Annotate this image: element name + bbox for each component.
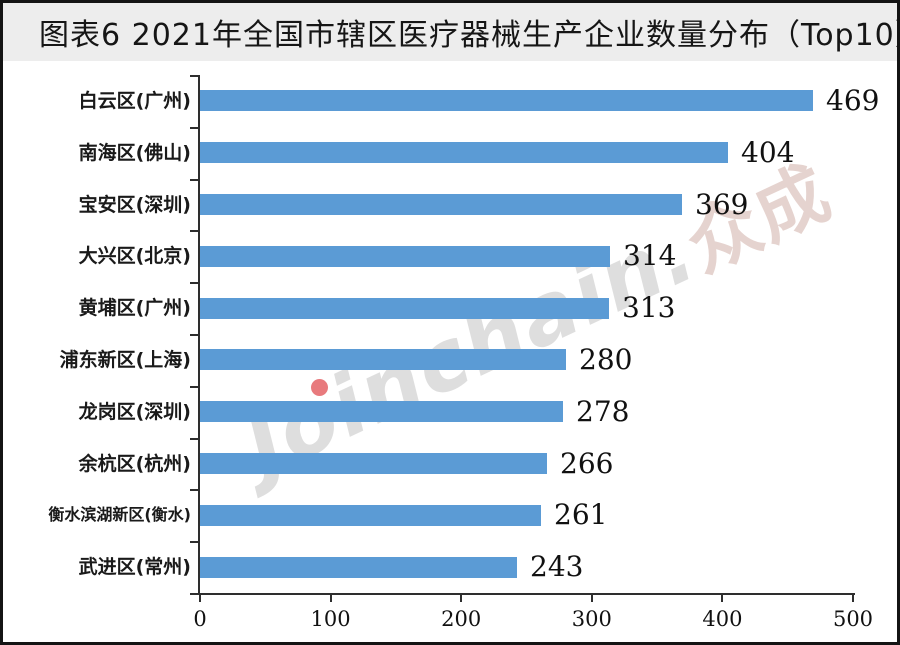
bar xyxy=(200,194,682,215)
x-axis-tick xyxy=(721,593,724,602)
y-axis-tick xyxy=(190,541,199,544)
category-label: 武进区(常州) xyxy=(78,556,191,579)
category-label: 南海区(佛山) xyxy=(78,141,191,164)
bar xyxy=(200,90,813,112)
title-strip: 图表6 2021年全国市辖区医疗器械生产企业数量分布（Top10） xyxy=(3,3,897,61)
category-label: 大兴区(北京) xyxy=(78,245,191,268)
bar xyxy=(200,504,541,526)
chart-title: 图表6 2021年全国市辖区医疗器械生产企业数量分布（Top10） xyxy=(39,18,900,53)
y-axis-tick xyxy=(190,230,199,233)
bar xyxy=(200,349,566,371)
category-label: 白云区(广州) xyxy=(78,89,191,112)
value-label: 266 xyxy=(560,446,614,480)
category-label: 黄埔区(广州) xyxy=(78,297,191,320)
watermark-i-dot xyxy=(311,379,328,396)
bar xyxy=(200,556,517,578)
y-axis-tick xyxy=(190,437,199,440)
y-axis-tick xyxy=(190,385,199,388)
x-axis-tick-label: 100 xyxy=(310,607,351,631)
y-axis-tick xyxy=(190,282,199,285)
bar xyxy=(200,245,610,267)
plot-area: 白云区(广州) 469 南海区(佛山) 404 宝安区(深圳) 369 大兴区(北京) 314… xyxy=(3,61,897,642)
value-label: 314 xyxy=(623,239,677,273)
category-label: 余杭区(杭州) xyxy=(78,452,191,475)
value-label: 261 xyxy=(554,498,608,532)
y-axis-tick xyxy=(190,593,199,595)
y-axis-tick xyxy=(190,489,199,492)
x-axis-tick xyxy=(329,593,332,602)
x-axis-tick-label: 400 xyxy=(702,607,743,631)
x-axis-tick-label: 200 xyxy=(441,607,482,631)
y-axis-tick xyxy=(190,126,199,129)
x-axis-tick-label: 500 xyxy=(832,607,874,631)
value-label: 404 xyxy=(741,135,795,169)
y-axis-tick xyxy=(190,75,199,77)
value-label: 469 xyxy=(826,83,880,117)
bar xyxy=(200,401,563,423)
bar xyxy=(200,297,609,319)
x-axis-tick xyxy=(590,593,593,602)
x-axis-line xyxy=(198,593,855,595)
category-label: 宝安区(深圳) xyxy=(78,193,191,216)
x-axis-tick-label: 0 xyxy=(193,607,207,631)
category-label: 龙岗区(深圳) xyxy=(78,400,191,423)
value-label: 369 xyxy=(695,187,749,221)
x-axis-tick xyxy=(852,593,854,602)
category-label: 衡水滨湖新区(衡水) xyxy=(48,505,191,525)
chart-area: Joinchain.众成 白云区(广州)469南海区(佛山)404宝安区(深圳)… xyxy=(3,61,897,642)
value-label: 278 xyxy=(576,394,630,428)
x-axis-tick-label: 300 xyxy=(571,607,612,631)
y-axis-tick xyxy=(190,334,199,336)
bar xyxy=(200,453,547,474)
bar xyxy=(200,142,728,164)
value-label: 313 xyxy=(622,291,676,325)
y-axis-tick xyxy=(190,178,199,181)
y-axis-line xyxy=(198,75,200,595)
value-label: 243 xyxy=(530,550,584,584)
category-label: 浦东新区(上海) xyxy=(59,348,191,371)
value-label: 280 xyxy=(579,342,633,376)
x-axis-tick xyxy=(460,593,463,602)
x-axis-tick xyxy=(199,593,201,602)
